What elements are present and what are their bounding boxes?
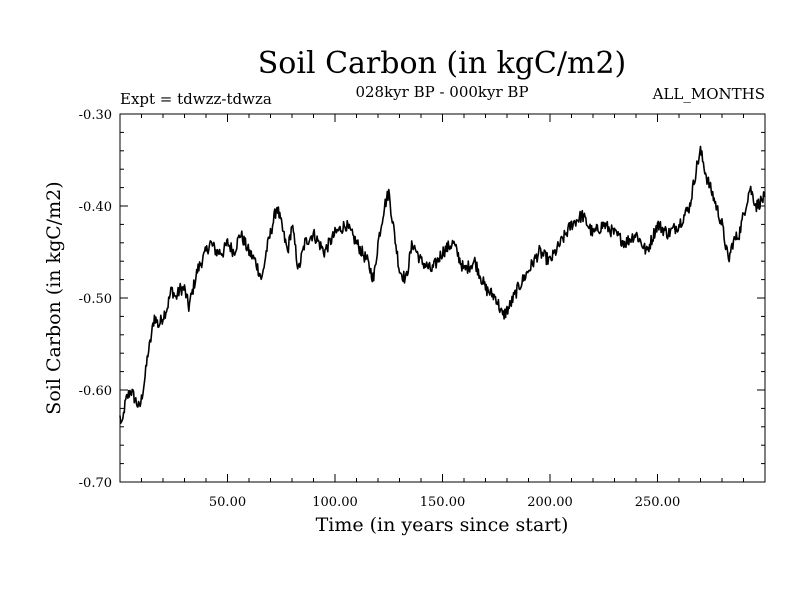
y-tick-label: -0.60 bbox=[79, 384, 112, 399]
chart-title: Soil Carbon (in kgC/m2) bbox=[258, 46, 626, 81]
tick-group bbox=[120, 114, 765, 482]
y-tick-label: -0.70 bbox=[79, 476, 112, 491]
series-group bbox=[119, 145, 766, 424]
y-axis-label: Soil Carbon (in kgC/m2) bbox=[43, 181, 65, 414]
x-tick-label: 100.00 bbox=[312, 495, 358, 510]
x-tick-label: 250.00 bbox=[635, 495, 681, 510]
chart-subtitle: 028kyr BP - 000kyr BP bbox=[355, 83, 528, 101]
y-tick-label: -0.50 bbox=[79, 292, 112, 307]
x-axis-label: Time (in years since start) bbox=[316, 514, 569, 536]
x-tick-label: 200.00 bbox=[527, 495, 573, 510]
y-tick-label: -0.40 bbox=[79, 200, 112, 215]
x-tick-label: 50.00 bbox=[209, 495, 246, 510]
months-label: ALL_MONTHS bbox=[652, 85, 765, 103]
soil-carbon-series-line bbox=[119, 145, 766, 424]
x-tick-label: 150.00 bbox=[420, 495, 466, 510]
experiment-label: Expt = tdwzz-tdwza bbox=[120, 90, 272, 108]
y-tick-label: -0.30 bbox=[79, 108, 112, 123]
tick-label-group: 50.00 100.00 150.00 200.00 250.00 -0.70 -0.60 -… bbox=[79, 108, 681, 510]
